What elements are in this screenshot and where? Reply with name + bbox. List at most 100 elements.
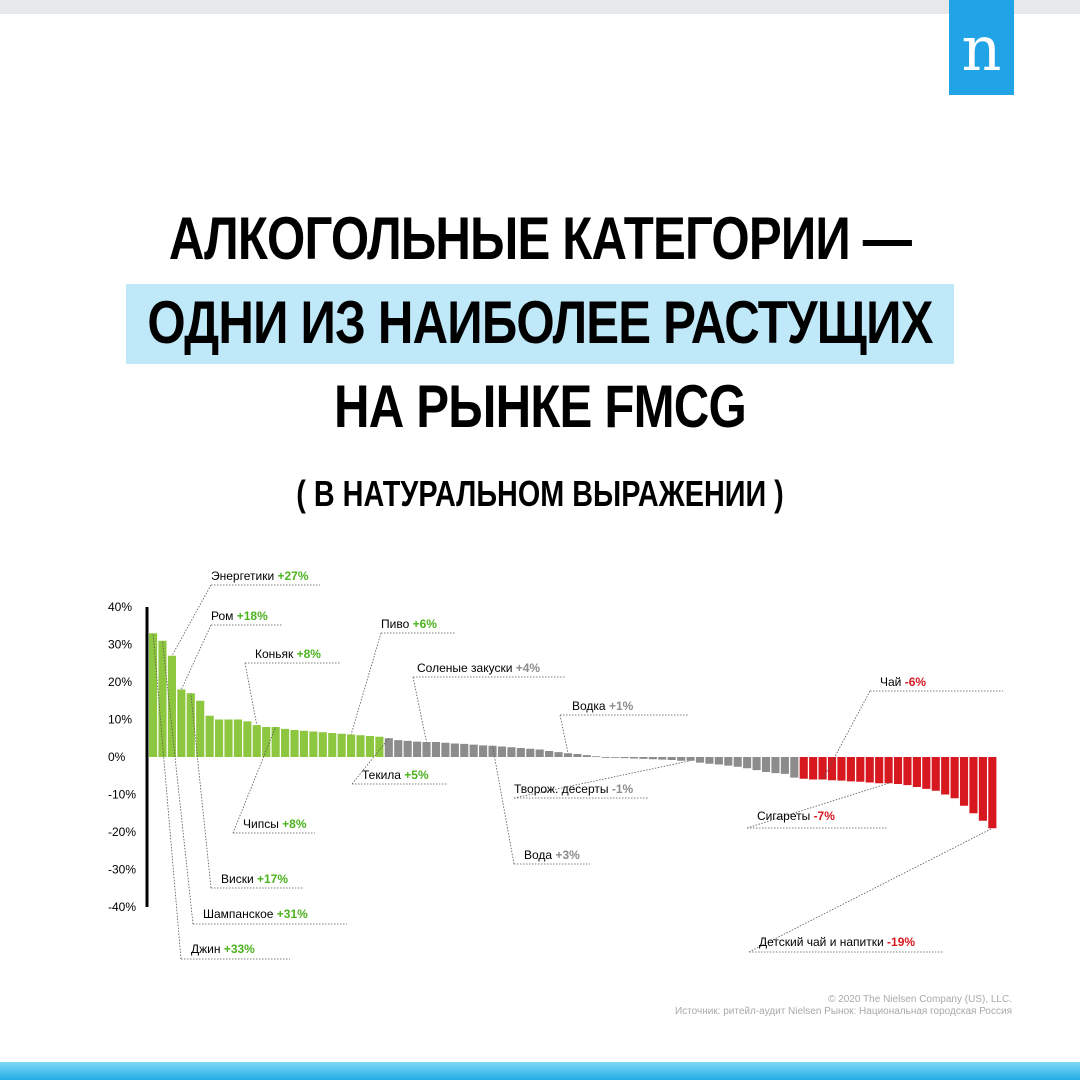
annotation-label: Энергетики +27% xyxy=(211,569,309,583)
bar xyxy=(912,757,921,787)
bar xyxy=(724,757,733,766)
annotation-value: +8% xyxy=(282,817,307,831)
annotation-value: +8% xyxy=(297,647,322,661)
bar xyxy=(441,742,450,757)
bar xyxy=(167,655,176,757)
annotation-value: +31% xyxy=(277,907,308,921)
annotation-category: Текила xyxy=(362,768,404,782)
top-band xyxy=(0,0,1080,14)
bar xyxy=(950,757,959,799)
bar xyxy=(186,693,195,757)
source-text: Источник: ритейл-аудит Nielsen Рынок: На… xyxy=(674,1006,1012,1017)
annotation-leader xyxy=(492,745,515,865)
annotation-category: Сигареты xyxy=(757,809,814,823)
annotation-leader xyxy=(746,782,889,829)
annotation-value: -1% xyxy=(612,782,634,796)
annotation-label: Сигареты -7% xyxy=(757,809,835,823)
bar xyxy=(479,745,488,757)
bar xyxy=(733,757,742,767)
annotation-leader xyxy=(351,737,390,785)
bar xyxy=(893,757,903,784)
subtitle: ( В НАТУРАЛЬНОМ ВЫРАЖЕНИИ ) xyxy=(296,473,784,514)
bar xyxy=(516,748,525,757)
bar xyxy=(309,731,318,757)
annotation-category: Вода xyxy=(524,848,555,862)
bar xyxy=(677,757,686,761)
bar xyxy=(535,749,544,757)
annotation-value: +27% xyxy=(277,569,308,583)
annotation-leader xyxy=(748,827,993,953)
bar xyxy=(290,730,299,757)
bar xyxy=(827,757,837,781)
bar xyxy=(205,715,214,757)
bar xyxy=(922,757,931,789)
bar xyxy=(743,757,752,769)
bar xyxy=(224,719,233,757)
bar xyxy=(422,742,431,757)
bar xyxy=(337,733,346,757)
annotation-category: Шампанское xyxy=(203,907,277,921)
y-tick-label: 40% xyxy=(108,600,132,614)
y-tick-label: -40% xyxy=(108,900,136,914)
annotation-value: +3% xyxy=(555,848,580,862)
annotation-category: Водка xyxy=(572,699,609,713)
bar xyxy=(563,753,573,757)
bar xyxy=(431,742,441,757)
bar xyxy=(243,721,252,757)
footer: © 2020 The Nielsen Company (US), LLC. Ис… xyxy=(675,994,1012,1018)
bar xyxy=(271,727,280,757)
annotation-label: Творож. десерты -1% xyxy=(514,782,634,796)
bar xyxy=(639,757,648,759)
bar xyxy=(450,743,459,757)
bar xyxy=(846,757,855,782)
annotation-label: Вода +3% xyxy=(524,848,580,862)
bar xyxy=(856,757,865,782)
annotation-label: Текила +5% xyxy=(362,768,429,782)
y-tick-label: 10% xyxy=(108,713,132,727)
annotation-leader xyxy=(412,676,427,743)
bar xyxy=(526,748,535,757)
bar xyxy=(233,719,242,757)
bar xyxy=(328,733,337,757)
bar xyxy=(215,719,224,757)
bar xyxy=(149,633,158,757)
annotation-leader xyxy=(190,693,212,889)
y-tick-label: 30% xyxy=(108,638,132,652)
bar xyxy=(592,756,601,758)
bar xyxy=(771,757,780,774)
bar xyxy=(460,743,469,757)
annotation-value: +6% xyxy=(413,617,438,631)
bar xyxy=(318,732,327,757)
bar xyxy=(714,757,723,765)
bar xyxy=(262,727,271,757)
bar xyxy=(988,757,997,829)
annotation-value: +1% xyxy=(609,699,634,713)
bar xyxy=(611,757,620,758)
bar xyxy=(299,730,309,757)
annotation-leader xyxy=(350,632,382,735)
annotation-value: -7% xyxy=(814,809,836,823)
bar xyxy=(969,757,978,814)
bar xyxy=(667,757,676,760)
bar xyxy=(601,757,610,758)
nielsen-logo: n xyxy=(949,0,1014,95)
annotation-category: Соленые закуски xyxy=(417,661,516,675)
annotation-category: Энергетики xyxy=(211,569,277,583)
bar xyxy=(884,757,893,784)
bar xyxy=(507,747,516,757)
bar xyxy=(356,735,365,757)
annotation-category: Виски xyxy=(221,872,257,886)
annotation-category: Чай xyxy=(880,675,905,689)
bar xyxy=(252,725,261,757)
annotation-leader xyxy=(513,760,691,799)
bar xyxy=(865,757,874,783)
y-tick-label: -20% xyxy=(108,825,136,839)
annotation-leader xyxy=(232,726,277,834)
bar xyxy=(582,755,591,757)
annotation-value: +5% xyxy=(404,768,429,782)
bar xyxy=(648,757,657,760)
annotation-value: +18% xyxy=(237,609,268,623)
annotation-leader xyxy=(244,662,258,726)
title-line-3: НА РЫНКЕ FMCG xyxy=(334,373,747,440)
